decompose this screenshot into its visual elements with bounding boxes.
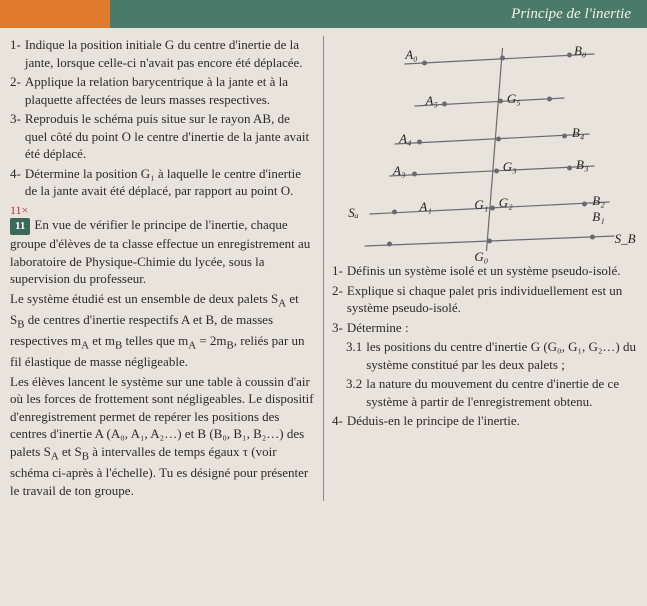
page-title: Principe de l'inertie (511, 6, 631, 23)
diagram-label: B₄ (572, 124, 584, 142)
diagram-label: A₅ (426, 92, 438, 110)
q-number: 2- (332, 282, 347, 317)
question-r3-1: 3.1 les positions du centre d'inertie G … (332, 338, 637, 373)
q-text: Détermine la position G₁ à laquelle le c… (25, 165, 315, 200)
right-column: A₀ B₀ A₅ G₅ A₄ B₄ A₃ G₃ B₃ G₂ B₂ Sₐ A₁ G₁ B₁ G₀ S_B 1- D… (332, 36, 637, 501)
q-number: 3.2 (346, 375, 366, 410)
question-r4: 4- Déduis-en le principe de l'inertie. (332, 412, 637, 430)
q-number: 4- (10, 165, 25, 200)
header-main: Principe de l'inertie (110, 0, 647, 28)
q-number: 3- (10, 110, 25, 163)
q-text: la nature du mouvement du centre d'inert… (366, 375, 637, 410)
q-text: Définis un système isolé et un système p… (347, 262, 637, 280)
q-text: Détermine : (347, 319, 637, 337)
diagram-label: A₀ (405, 46, 417, 64)
q-number: 1- (332, 262, 347, 280)
q-text: Applique la relation barycentrique à la … (25, 73, 315, 108)
q-number: 1- (10, 36, 25, 71)
diagram-label: Sₐ (348, 204, 358, 222)
diagram-label: B₃ (576, 156, 588, 174)
procedure-text: Les élèves lancent le système sur une ta… (10, 373, 315, 499)
question-1: 1- Indique la position initiale G du cen… (10, 36, 315, 71)
exercise-intro: 11En vue de vérifier le principe de l'in… (10, 216, 315, 287)
diagram-svg (332, 36, 637, 256)
diagram-label: G₂ (499, 194, 513, 212)
diagram-label: A₁ (419, 198, 431, 216)
diagram-label: G₁ (474, 196, 488, 214)
q-text: Indique la position initiale G du centre… (25, 36, 315, 71)
question-r3: 3- Détermine : (332, 319, 637, 337)
system-description: Le système étudié est un ensemble de deu… (10, 290, 315, 371)
diagram-label: B₂ (592, 192, 604, 210)
q-text: Reproduis le schéma puis situe sur le ra… (25, 110, 315, 163)
page-header: Principe de l'inertie (0, 0, 647, 28)
question-2: 2- Applique la relation barycentrique à … (10, 73, 315, 108)
q-number: 2- (10, 73, 25, 108)
diagram-label: G₅ (507, 90, 521, 108)
exercise-badge: 11 (10, 218, 30, 235)
q-text: Explique si chaque palet pris individuel… (347, 282, 637, 317)
diagram-label: G₃ (503, 158, 517, 176)
q-text: les positions du centre d'inertie G (G₀,… (366, 338, 637, 373)
q-number: 3- (332, 319, 347, 337)
trajectory-diagram: A₀B₀A₅G₅A₄B₄A₃G₃B₃G₂B₂SₐA₁G₁B₁G₀S_B (332, 36, 637, 256)
diagram-label: G₀ (474, 248, 488, 266)
diagram-label: A₄ (399, 130, 411, 148)
diagram-label: B₀ (574, 42, 586, 60)
content-area: 1- Indique la position initiale G du cen… (0, 28, 647, 511)
left-column: 1- Indique la position initiale G du cen… (10, 36, 324, 501)
q-number: 3.1 (346, 338, 366, 373)
question-3: 3- Reproduis le schéma puis situe sur le… (10, 110, 315, 163)
q-number: 4- (332, 412, 347, 430)
q-text: Déduis-en le principe de l'inertie. (347, 412, 637, 430)
question-r2: 2- Explique si chaque palet pris individ… (332, 282, 637, 317)
question-4: 4- Détermine la position G₁ à laquelle l… (10, 165, 315, 200)
intro-text: En vue de vérifier le principe de l'iner… (10, 217, 310, 286)
diagram-label: A₃ (393, 162, 405, 180)
diagram-label: S_B (615, 230, 636, 248)
question-r3-2: 3.2 la nature du mouvement du centre d'i… (332, 375, 637, 410)
header-accent (0, 0, 110, 28)
diagram-label: B₁ (592, 208, 604, 226)
